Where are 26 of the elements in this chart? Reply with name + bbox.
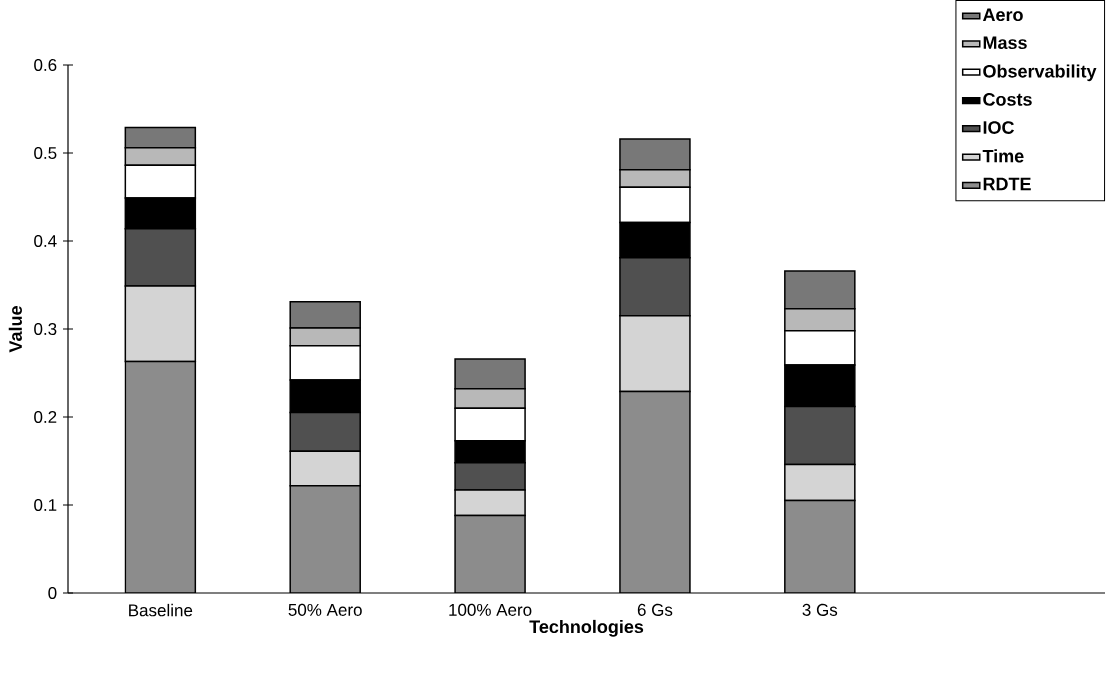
y-tick-label: 0.4 [34,234,57,248]
y-tick-label: 0.5 [34,146,57,160]
legend-label: Observability [983,64,1097,82]
x-tick-label: 50% Aero [288,603,362,616]
x-tick-label: 3 Gs [802,603,838,616]
legend-label: IOC [983,121,1015,134]
y-tick-label: 0.3 [34,322,57,336]
y-tick-label: 0.6 [34,58,57,72]
bar [289,484,361,593]
bar [619,390,691,593]
y-tick-label: 0 [48,586,57,600]
bar [784,499,856,593]
bar [454,514,526,593]
y-tick-label: 0.1 [34,498,57,512]
legend-label: Costs [983,93,1032,106]
x-tick-label: 100% Aero [449,603,532,616]
legend-label: Mass [983,36,1027,50]
bar [124,360,197,593]
legend-label: Aero [982,8,1023,22]
x-tick-label: 6 Gs [637,603,673,616]
y-axis-title: Value [8,306,22,353]
y-tick-label: 0.2 [34,410,57,424]
x-axis-title: Technologies [529,619,644,637]
legend-label: RDTE [983,177,1031,191]
legend-label: Time [982,149,1024,163]
x-tick-label: Baseline [129,603,193,617]
